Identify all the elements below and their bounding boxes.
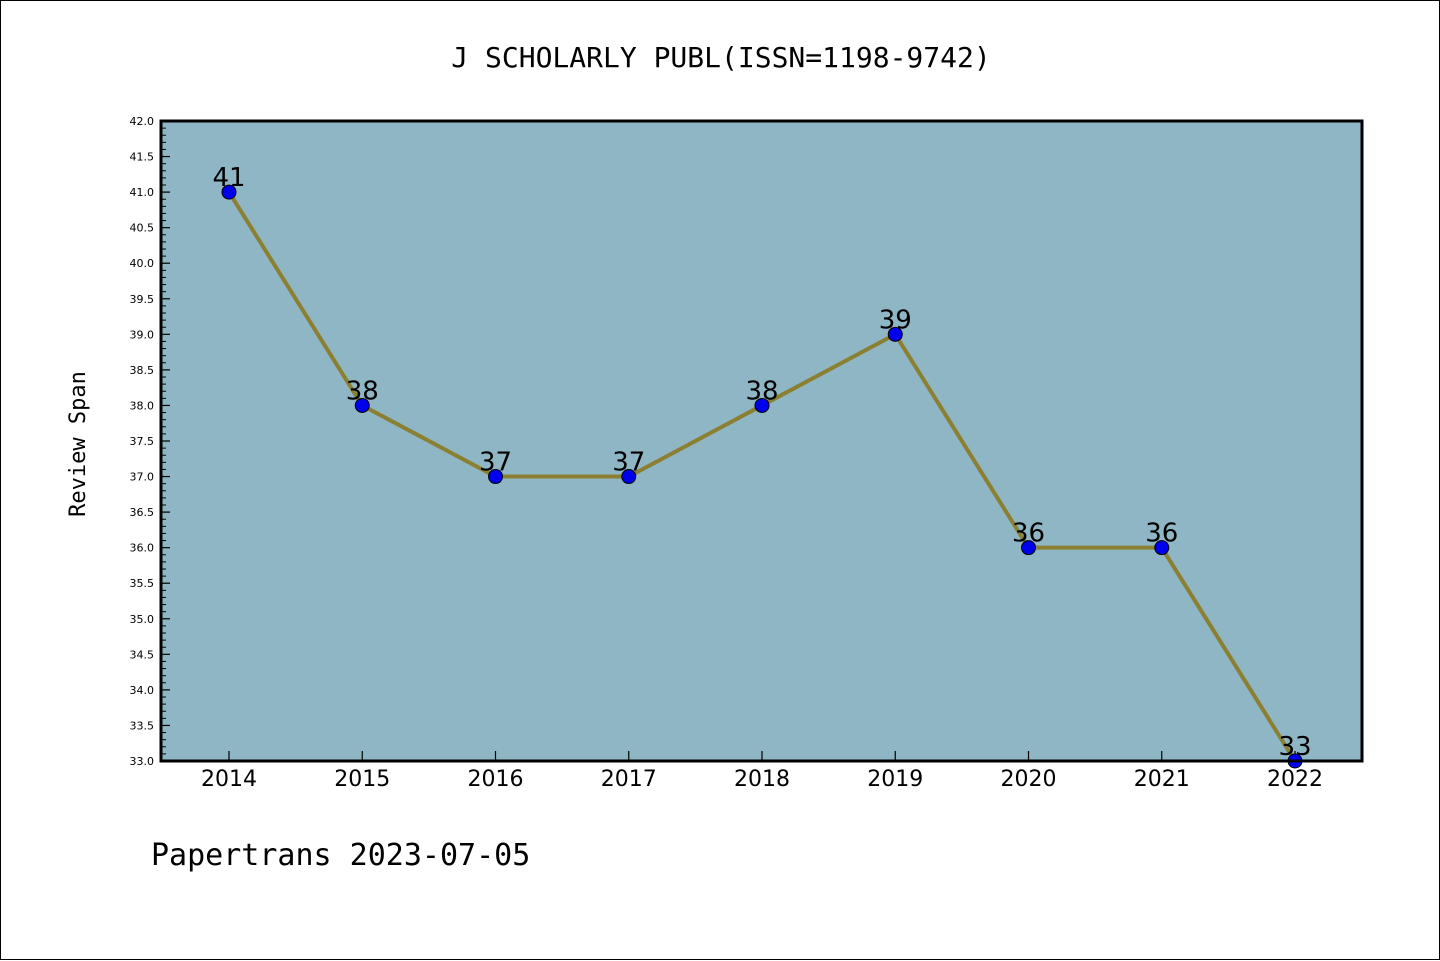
y-tick-label: 41.5 — [130, 151, 155, 164]
x-tick-label: 2020 — [1001, 767, 1057, 792]
data-label: 33 — [1278, 732, 1311, 762]
y-tick-label: 37.5 — [130, 435, 155, 448]
y-tick-label: 41.0 — [130, 186, 155, 199]
y-tick-label: 34.5 — [130, 648, 155, 661]
x-tick-label: 2019 — [867, 767, 923, 792]
y-tick-label: 33.0 — [130, 755, 155, 768]
y-tick-label: 34.0 — [130, 684, 155, 697]
data-label: 39 — [879, 305, 912, 335]
y-tick-label: 42.0 — [130, 115, 155, 128]
x-tick-label: 2017 — [601, 767, 657, 792]
y-tick-label: 40.5 — [130, 222, 155, 235]
y-tick-label: 38.5 — [130, 364, 155, 377]
plot-area — [161, 121, 1362, 761]
data-label: 38 — [745, 376, 778, 406]
plot-border — [159, 119, 1364, 763]
data-labels: 41 38 37 37 38 39 36 36 33 — [212, 163, 1311, 762]
data-point — [621, 469, 637, 485]
data-point — [887, 326, 903, 342]
data-point — [1154, 540, 1170, 556]
y-tick-label: 35.5 — [130, 577, 155, 590]
data-label: 36 — [1145, 519, 1178, 549]
x-tick-label: 2014 — [201, 767, 257, 792]
x-tick-label: 2015 — [334, 767, 390, 792]
data-label: 37 — [612, 448, 645, 478]
y-tick-label: 38.0 — [130, 399, 155, 412]
y-tick-label: 40.0 — [130, 257, 155, 270]
data-label: 38 — [346, 376, 379, 406]
y-tick-label: 33.5 — [130, 719, 155, 732]
data-label: 41 — [212, 163, 245, 193]
y-tick-label: 36.5 — [130, 506, 155, 519]
data-point — [354, 397, 370, 413]
y-axis-label: Review Span — [66, 371, 91, 517]
x-axis: 2014 2015 2016 2017 2018 2019 2020 2021 2022 — [201, 751, 1323, 792]
data-markers — [221, 184, 1303, 769]
x-tick-label: 2018 — [734, 767, 790, 792]
x-tick-label: 2021 — [1134, 767, 1190, 792]
data-label: 36 — [1012, 519, 1045, 549]
chart-title: J SCHOLARLY PUBL(ISSN=1198-9742) — [451, 41, 990, 74]
data-point — [1021, 540, 1036, 556]
y-tick-label: 39.0 — [130, 328, 155, 341]
y-tick-label: 36.0 — [130, 542, 155, 555]
data-point — [221, 184, 237, 200]
data-point — [754, 397, 770, 413]
watermark-text: Papertrans 2023-07-05 — [151, 838, 530, 873]
data-point — [488, 469, 503, 485]
y-tick-label: 35.0 — [130, 613, 155, 626]
x-tick-label: 2016 — [468, 767, 524, 792]
y-tick-label: 39.5 — [130, 293, 155, 306]
y-tick-label: 37.0 — [130, 471, 155, 484]
x-tick-label: 2022 — [1267, 767, 1323, 792]
data-label: 37 — [479, 448, 512, 478]
